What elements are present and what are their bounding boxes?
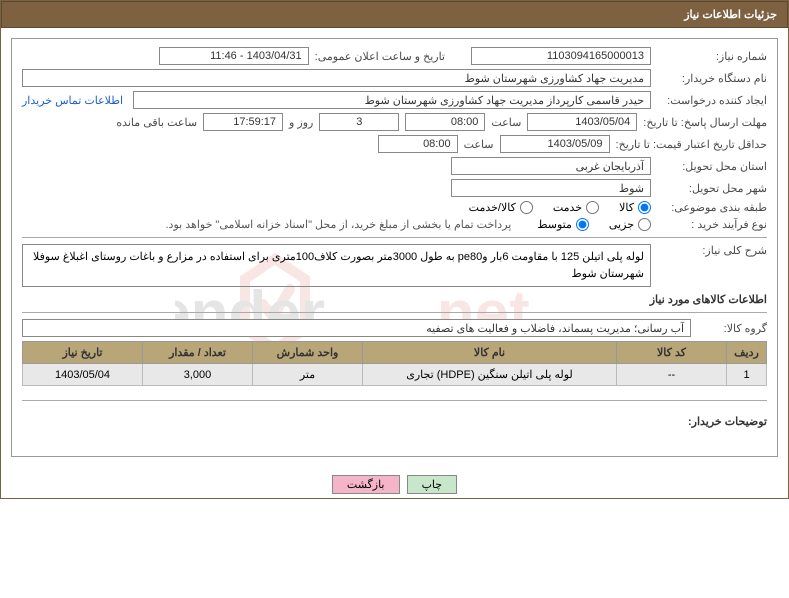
deadline-date: 1403/05/04 [527,113,637,131]
days-remaining: 3 [319,113,399,131]
radio-both-input[interactable] [520,201,533,214]
buyer-notes-label: توضیحات خریدار: [688,415,767,428]
days-word: روز و [289,116,313,129]
time-label-2: ساعت [464,138,494,151]
payment-note: پرداخت تمام یا بخشی از مبلغ خرید، از محل… [166,218,512,231]
category-radio-group: کالا خدمت کالا/خدمت [469,201,651,214]
desc-text: لوله پلی اتیلن 125 با مقاومت 6بار وpe80 … [22,244,651,287]
cell-qty: 3,000 [143,364,253,386]
province-field: آذربایجان غربی [451,157,651,175]
category-label: طبقه بندی موضوعی: [657,201,767,214]
th-qty: تعداد / مقدار [143,342,253,364]
city-label: شهر محل تحویل: [657,182,767,195]
th-date: تاریخ نیاز [23,342,143,364]
desc-label: شرح کلی نیاز: [657,244,767,257]
buyer-org-label: نام دستگاه خریدار: [657,72,767,85]
cell-row: 1 [727,364,767,386]
deadline-time: 08:00 [405,113,485,131]
announce-value: 1403/04/31 - 11:46 [159,47,309,65]
items-section-title: اطلاعات کالاهای مورد نیاز [22,293,767,306]
items-table: ردیف کد کالا نام کالا واحد شمارش تعداد /… [22,341,767,386]
th-unit: واحد شمارش [253,342,363,364]
separator-3 [22,400,767,401]
radio-partial[interactable]: جزیی [609,218,651,231]
countdown-timer: 17:59:17 [203,113,283,131]
radio-both[interactable]: کالا/خدمت [469,201,533,214]
th-code: کد کالا [617,342,727,364]
time-label-1: ساعت [491,116,521,129]
requester-label: ایجاد کننده درخواست: [657,94,767,107]
radio-medium-input[interactable] [576,218,589,231]
group-field: آب رسانی؛ مدیریت پسماند، فاضلاب و فعالیت… [22,319,691,337]
print-button[interactable]: چاپ [407,475,458,494]
buyer-org-field: مدیریت جهاد کشاورزی شهرستان شوط [22,69,651,87]
radio-partial-input[interactable] [638,218,651,231]
announce-label: تاریخ و ساعت اعلان عمومی: [315,50,445,63]
group-label: گروه کالا: [697,322,767,335]
process-radio-group: جزیی متوسط [537,218,651,231]
cell-name: لوله پلی اتیلن سنگین (HDPE) تجاری [363,364,617,386]
radio-service-input[interactable] [586,201,599,214]
requester-field: حیدر قاسمی کارپرداز مدیریت جهاد کشاورزی … [133,91,651,109]
radio-service[interactable]: خدمت [553,201,599,214]
back-button[interactable]: بازگشت [332,475,400,494]
radio-goods-input[interactable] [638,201,651,214]
cell-date: 1403/05/04 [23,364,143,386]
process-label: نوع فرآیند خرید : [657,218,767,231]
cell-unit: متر [253,364,363,386]
validity-date: 1403/05/09 [500,135,610,153]
th-row: ردیف [727,342,767,364]
cell-code: -- [617,364,727,386]
radio-goods[interactable]: کالا [619,201,651,214]
validity-label: حداقل تاریخ اعتبار قیمت: تا تاریخ: [616,138,767,151]
validity-time: 08:00 [378,135,458,153]
th-name: نام کالا [363,342,617,364]
province-label: استان محل تحویل: [657,160,767,173]
city-field: شوط [451,179,651,197]
need-number-field: 1103094165000013 [471,47,651,65]
deadline-label: مهلت ارسال پاسخ: تا تاریخ: [643,116,767,129]
page-title: جزئیات اطلاعات نیاز [684,9,777,21]
table-row: 1 -- لوله پلی اتیلن سنگین (HDPE) تجاری م… [23,364,767,386]
page-header: جزئیات اطلاعات نیاز [1,1,788,28]
separator-2 [22,312,767,313]
need-number-label: شماره نیاز: [657,50,767,63]
countdown-suffix: ساعت باقی مانده [116,116,197,129]
separator-1 [22,237,767,238]
radio-medium[interactable]: متوسط [537,218,589,231]
buyer-contact-link[interactable]: اطلاعات تماس خریدار [22,94,123,107]
